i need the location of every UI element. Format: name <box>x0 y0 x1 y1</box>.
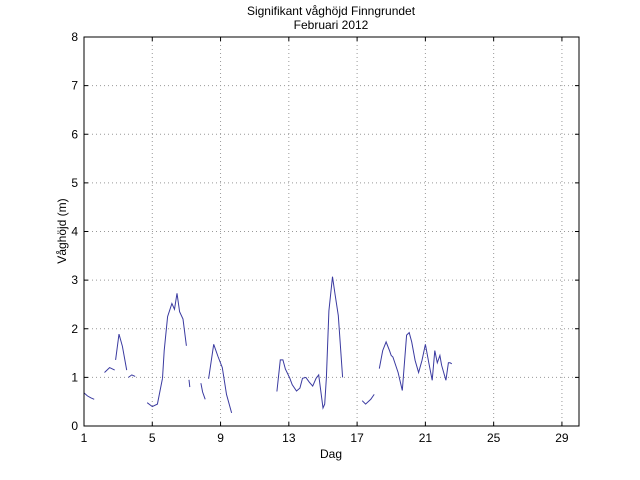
series-line-segment <box>146 378 163 408</box>
y-tick-label: 3 <box>71 273 78 287</box>
y-tick-label: 4 <box>71 225 78 239</box>
series-line-segment <box>188 379 191 388</box>
series-line-segment <box>276 276 344 410</box>
x-tick-label: 29 <box>555 431 569 445</box>
chart-title: Signifikant våghöjd Finngrundet <box>247 4 416 18</box>
series-line-segment <box>83 392 95 400</box>
y-tick-label: 8 <box>71 30 78 44</box>
series-line-segment <box>208 344 233 414</box>
x-tick-label: 21 <box>419 431 433 445</box>
data-lines <box>83 276 453 414</box>
y-tick-label: 7 <box>71 79 78 93</box>
chart-subtitle: Februari 2012 <box>294 18 369 32</box>
y-tick-label: 6 <box>71 127 78 141</box>
series-line-segment <box>115 333 128 371</box>
grid <box>83 36 579 427</box>
y-tick-label: 1 <box>71 370 78 384</box>
y-tick-label: 5 <box>71 176 78 190</box>
series-line-segment <box>104 366 115 373</box>
y-axis-label: Våghöjd (m) <box>55 198 69 263</box>
x-tick-label: 5 <box>149 431 156 445</box>
series-line-segment <box>361 394 375 405</box>
y-tick-label: 0 <box>71 419 78 433</box>
x-axis-label: Dag <box>320 447 342 461</box>
x-tick-label: 9 <box>217 431 224 445</box>
y-tick-label: 2 <box>71 322 78 336</box>
x-tick-label: 17 <box>350 431 364 445</box>
series-line-segment <box>162 293 187 379</box>
series-line-segment <box>378 331 453 391</box>
x-tick-label: 13 <box>282 431 296 445</box>
x-tick-label: 1 <box>81 431 88 445</box>
series-line-segment <box>128 374 136 378</box>
x-tick-label: 25 <box>487 431 501 445</box>
series-line-segment <box>200 383 206 400</box>
